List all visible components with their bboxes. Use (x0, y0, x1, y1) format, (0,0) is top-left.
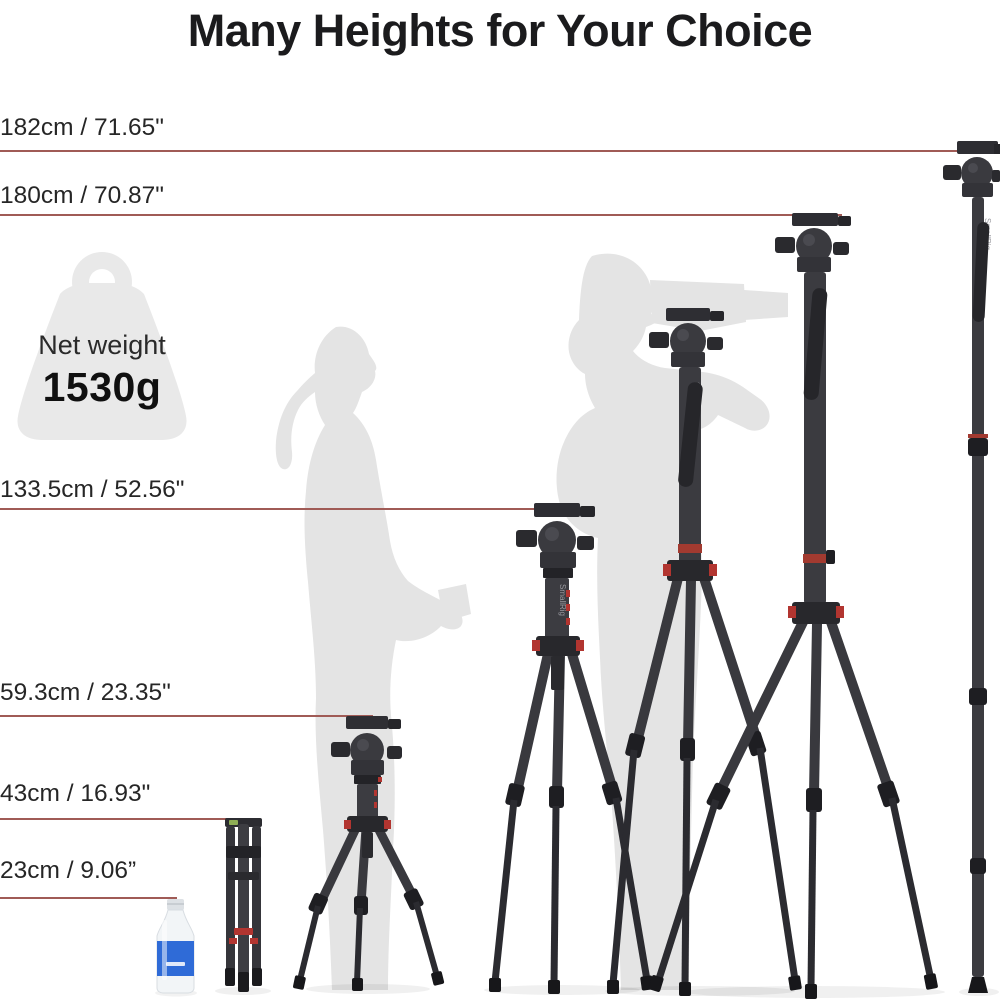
leader-line-23cm (0, 897, 177, 899)
leader-line-180cm (0, 214, 842, 216)
leader-line-43cm (0, 818, 248, 820)
height-label-182cm: 182cm / 71.65" (0, 114, 164, 141)
woman-silhouette (275, 326, 463, 990)
camera-lens-silhouette (744, 290, 788, 320)
tripod-low-59cm (293, 716, 445, 991)
page-title: Many Heights for Your Choice (187, 5, 813, 56)
brand-logo-text: SmallRig (558, 584, 567, 616)
woman-camera-silhouette (438, 584, 471, 622)
tripod-folded-43cm (225, 818, 262, 992)
leader-line-182cm (0, 150, 975, 152)
net-weight-label: Net weight (38, 330, 166, 360)
height-label-43cm: 43cm / 16.93" (0, 780, 151, 807)
tripod-mid-133cm: SmallRig (489, 503, 654, 994)
leader-line-59cm (0, 715, 373, 717)
net-weight-badge: Net weight 1530g (4, 246, 200, 446)
weight-icon (17, 252, 187, 440)
monopod-182cm: SmallRig (943, 141, 1000, 993)
height-label-59cm: 59.3cm / 23.35" (0, 679, 171, 706)
ground-shadows (155, 984, 999, 998)
tripod-tall-180cm: SmallRig (648, 213, 938, 999)
height-label-133cm: 133.5cm / 52.56" (0, 476, 185, 503)
height-label-180cm: 180cm / 70.87" (0, 182, 164, 209)
net-weight-value: 1530g (42, 364, 162, 410)
height-label-23cm: 23cm / 9.06” (0, 857, 137, 884)
tripod-tall-column-down: SmallRig (607, 308, 802, 996)
leader-line-133cm (0, 508, 538, 510)
water-bottle (156, 899, 195, 994)
